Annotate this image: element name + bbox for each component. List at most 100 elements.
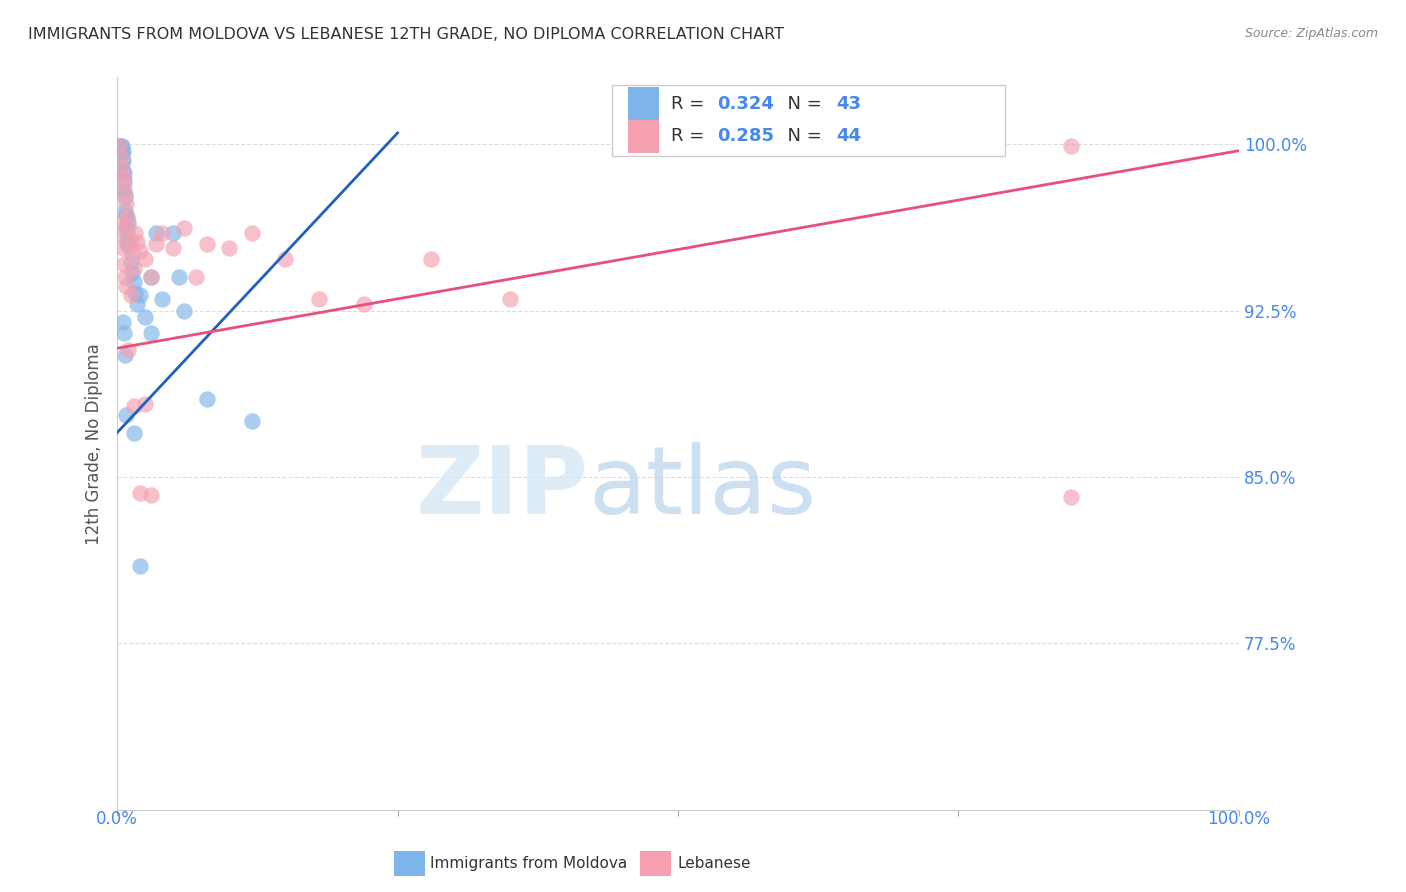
Point xyxy=(120,254,142,268)
Point xyxy=(145,236,167,251)
Text: 44: 44 xyxy=(837,128,862,145)
Point xyxy=(115,197,138,211)
Point xyxy=(111,144,134,158)
Text: R =: R = xyxy=(671,128,710,145)
Text: Immigrants from Moldova: Immigrants from Moldova xyxy=(430,856,627,871)
Text: 0.285: 0.285 xyxy=(717,128,775,145)
Point xyxy=(173,303,195,318)
Point xyxy=(150,226,173,240)
Point xyxy=(114,190,136,204)
Point xyxy=(115,208,138,222)
Point xyxy=(162,226,184,240)
Point xyxy=(110,215,132,229)
Point xyxy=(112,177,135,191)
Point xyxy=(139,270,162,285)
Point xyxy=(150,293,173,307)
Point xyxy=(499,293,522,307)
Point xyxy=(112,184,135,198)
Point xyxy=(139,488,162,502)
Point xyxy=(108,139,131,153)
Text: Source: ZipAtlas.com: Source: ZipAtlas.com xyxy=(1244,27,1378,40)
Point xyxy=(117,343,139,358)
Point xyxy=(114,348,136,362)
Y-axis label: 12th Grade, No Diploma: 12th Grade, No Diploma xyxy=(86,343,103,544)
Point xyxy=(122,275,145,289)
Point xyxy=(114,188,136,202)
Point xyxy=(115,279,138,293)
Point xyxy=(128,558,150,573)
Text: IMMIGRANTS FROM MOLDOVA VS LEBANESE 12TH GRADE, NO DIPLOMA CORRELATION CHART: IMMIGRANTS FROM MOLDOVA VS LEBANESE 12TH… xyxy=(28,27,785,42)
Point xyxy=(117,226,139,240)
Point xyxy=(122,425,145,440)
Point xyxy=(124,226,146,240)
Point xyxy=(110,150,132,164)
Point xyxy=(353,297,375,311)
Point xyxy=(240,415,263,429)
Text: Lebanese: Lebanese xyxy=(678,856,751,871)
Point xyxy=(117,235,139,249)
Point xyxy=(117,239,139,253)
Point xyxy=(1059,490,1081,504)
Point xyxy=(112,172,135,186)
Point xyxy=(184,270,207,285)
Point xyxy=(274,252,297,267)
Point xyxy=(127,297,149,311)
Point xyxy=(111,153,134,167)
Point xyxy=(134,252,156,267)
Point xyxy=(111,163,134,178)
Text: ZIP: ZIP xyxy=(415,442,588,533)
Text: 0.0%: 0.0% xyxy=(96,810,138,828)
Point xyxy=(121,266,143,280)
Point xyxy=(1059,139,1081,153)
Point xyxy=(114,270,136,285)
Point xyxy=(117,211,139,225)
Point xyxy=(195,236,218,251)
Point xyxy=(173,221,195,235)
Point xyxy=(111,154,134,169)
Point xyxy=(111,139,134,153)
Point xyxy=(111,241,134,255)
Point xyxy=(139,270,162,285)
Text: 0.324: 0.324 xyxy=(717,95,773,113)
Text: atlas: atlas xyxy=(588,442,817,533)
Point xyxy=(111,227,134,242)
Point xyxy=(108,139,131,153)
Point xyxy=(111,161,134,176)
Point xyxy=(112,257,135,271)
Point xyxy=(308,293,330,307)
Point xyxy=(134,397,156,411)
Point xyxy=(112,166,135,180)
Point xyxy=(240,226,263,240)
Point xyxy=(134,310,156,325)
Point xyxy=(122,399,145,413)
Point xyxy=(128,288,150,302)
Point xyxy=(124,285,146,300)
Point xyxy=(139,326,162,340)
Point xyxy=(117,215,139,229)
Point xyxy=(114,203,136,218)
Text: R =: R = xyxy=(671,95,710,113)
Point xyxy=(122,261,145,276)
Point xyxy=(108,153,131,167)
Text: N =: N = xyxy=(776,128,828,145)
Point xyxy=(120,288,142,302)
Point xyxy=(162,241,184,255)
Point xyxy=(110,145,132,160)
Point xyxy=(111,315,134,329)
Text: 43: 43 xyxy=(837,95,862,113)
Point xyxy=(121,245,143,260)
Point xyxy=(111,145,134,160)
Point xyxy=(120,235,142,249)
Point xyxy=(111,170,134,185)
Point xyxy=(128,244,150,258)
Point xyxy=(115,408,138,422)
Text: 100.0%: 100.0% xyxy=(1208,810,1270,828)
Point xyxy=(117,219,139,234)
Point xyxy=(420,252,443,267)
Point xyxy=(115,219,138,234)
Point xyxy=(167,270,190,285)
Point xyxy=(127,235,149,249)
Point xyxy=(112,326,135,340)
Point xyxy=(128,485,150,500)
Point xyxy=(218,241,240,255)
